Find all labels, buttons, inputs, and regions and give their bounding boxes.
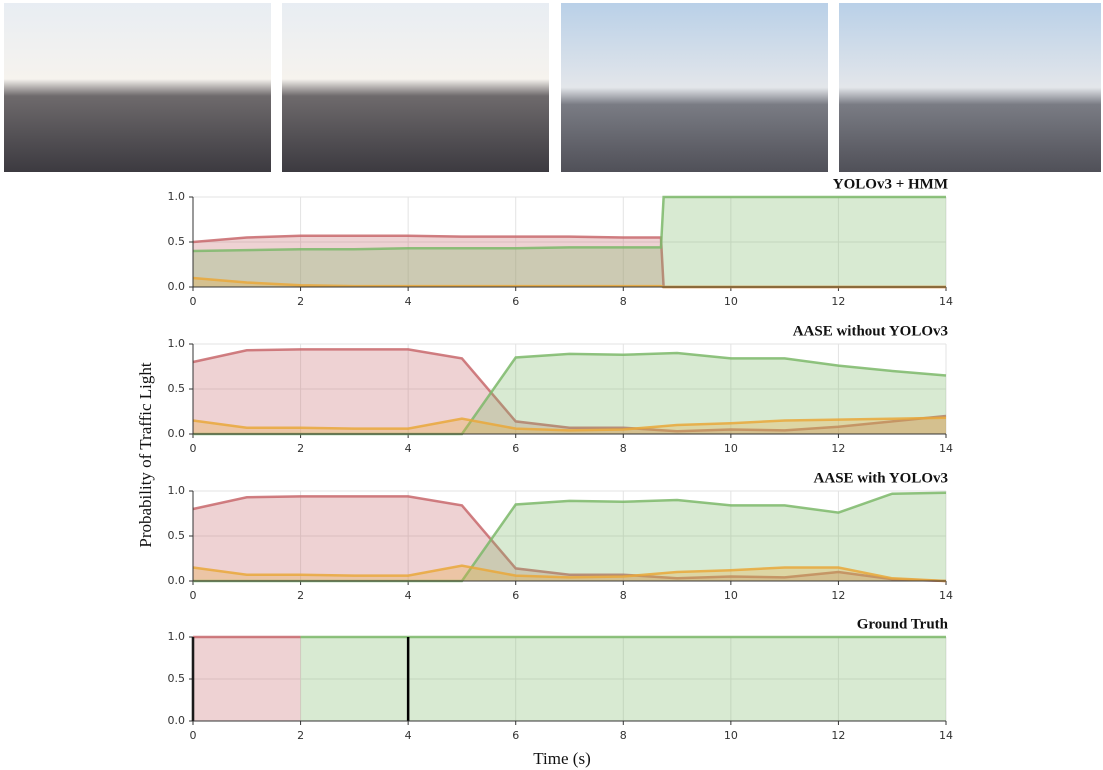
y-tick-label: 0.5 [168, 235, 186, 248]
x-tick-label: 0 [190, 295, 197, 308]
x-tick-label: 4 [405, 729, 412, 742]
chart-panel: YOLOv3 + HMM 0.0 0.5 1.0 0 2 4 6 8 10 12 14 [168, 176, 954, 308]
x-tick-label: 8 [620, 295, 627, 308]
x-tick-label: 8 [620, 442, 627, 455]
chart-title: AASE without YOLOv3 [793, 323, 948, 339]
series-line [192, 195, 946, 253]
series-area [193, 278, 946, 287]
x-tick-label: 12 [831, 589, 845, 602]
y-axis-label: Probability of Traffic Light [136, 362, 155, 548]
camera-frames [4, 3, 1101, 172]
y-tick-label: 0.5 [168, 672, 186, 685]
x-tick-label: 6 [512, 589, 519, 602]
camera-frame [839, 3, 1101, 172]
x-tick-label: 2 [297, 729, 304, 742]
series-area [193, 197, 946, 287]
x-tick-label: 4 [405, 442, 412, 455]
y-tick-label: 0.0 [168, 427, 186, 440]
chart-title: AASE with YOLOv3 [814, 470, 948, 486]
chart-title: Ground Truth [857, 616, 949, 632]
series-area [193, 353, 946, 434]
series-area [193, 417, 946, 434]
series-area [193, 492, 946, 581]
y-tick-label: 0.5 [168, 529, 186, 542]
x-tick-label: 10 [724, 442, 738, 455]
y-tick-label: 1.0 [168, 337, 186, 350]
x-tick-label: 12 [831, 295, 845, 308]
chart-title: YOLOv3 + HMM [833, 176, 948, 192]
y-tick-label: 0.0 [168, 574, 186, 587]
x-tick-label: 6 [512, 295, 519, 308]
series-area [193, 637, 301, 721]
chart-panel: Ground Truth 0.0 0.5 1.0 0 2 4 6 8 10 12 14 [168, 616, 954, 742]
y-tick-label: 1.0 [168, 630, 186, 643]
y-tick-label: 0.0 [168, 280, 186, 293]
x-tick-label: 12 [831, 442, 845, 455]
y-tick-label: 1.0 [168, 484, 186, 497]
y-tick-label: 0.0 [168, 714, 186, 727]
y-tick-label: 0.5 [168, 382, 186, 395]
series-line [192, 348, 947, 433]
x-tick-label: 14 [939, 295, 953, 308]
x-tick-label: 8 [620, 729, 627, 742]
x-tick-label: 10 [724, 729, 738, 742]
x-tick-label: 2 [297, 589, 304, 602]
x-tick-label: 2 [297, 442, 304, 455]
y-tick-label: 1.0 [168, 190, 186, 203]
x-tick-label: 4 [405, 589, 412, 602]
x-tick-label: 0 [190, 442, 197, 455]
x-tick-label: 14 [939, 442, 953, 455]
x-tick-label: 14 [939, 729, 953, 742]
x-axis-label: Time (s) [533, 749, 590, 768]
series-line [192, 416, 947, 432]
x-tick-label: 12 [831, 729, 845, 742]
x-tick-label: 6 [512, 442, 519, 455]
series-area [193, 496, 946, 581]
x-tick-label: 10 [724, 589, 738, 602]
series-line [192, 564, 947, 583]
x-tick-label: 4 [405, 295, 412, 308]
camera-frame [561, 3, 828, 172]
camera-frame [4, 3, 271, 172]
camera-frame [282, 3, 549, 172]
series-line [192, 495, 947, 583]
x-tick-label: 2 [297, 295, 304, 308]
chart-panel: AASE without YOLOv3 0.0 0.5 1.0 0 2 4 6 8 10 12 14 [168, 323, 954, 455]
x-tick-label: 0 [190, 729, 197, 742]
x-tick-label: 14 [939, 589, 953, 602]
series-area [300, 637, 947, 721]
x-tick-label: 0 [190, 589, 197, 602]
x-tick-label: 6 [512, 729, 519, 742]
chart-panel: AASE with YOLOv3 0.0 0.5 1.0 0 2 4 6 8 10 12 14 [168, 470, 954, 602]
x-tick-label: 10 [724, 295, 738, 308]
series-area [193, 349, 946, 434]
x-tick-label: 8 [620, 589, 627, 602]
